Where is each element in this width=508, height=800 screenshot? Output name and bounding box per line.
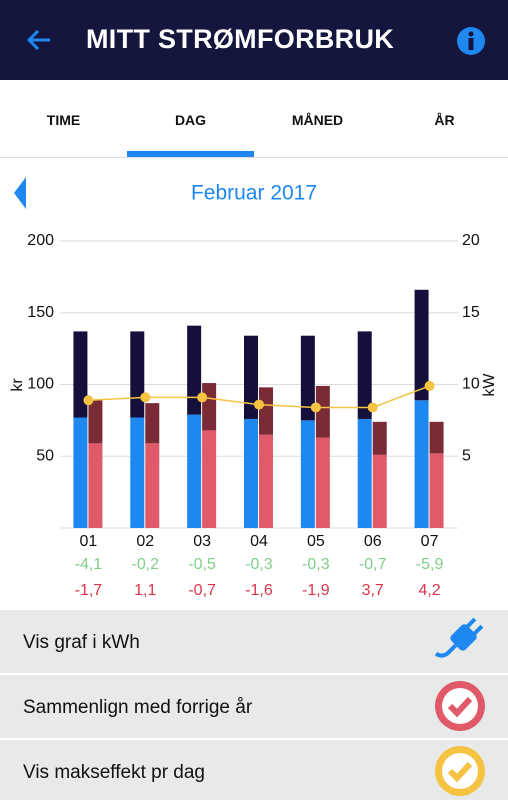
line-point [424,380,435,391]
bar-segment [259,387,273,435]
bar-segment [130,331,145,418]
app-title: MITT STRØMFORBRUK [86,24,395,54]
y-tick-label: 50 [36,447,54,464]
line-point [367,402,378,413]
tab-bar: TIME DAG MÅNED ÅR [0,80,508,158]
bar-segment [145,443,160,528]
bar-segment [429,453,444,528]
value-row-label: -0,2 [131,556,159,573]
bar-segment [414,400,429,528]
back-button[interactable] [24,26,54,56]
x-tick-label: 06 [364,533,382,550]
bar-segment [357,418,372,528]
bar-segment [187,414,202,528]
option-row[interactable]: Vis makseffekt pr dag [0,740,508,800]
bar-segment [130,417,145,528]
value-row-label: 4,2 [418,582,440,599]
line-point [310,402,321,413]
bar-segment [315,385,330,438]
value-row-label: -5,9 [416,556,444,573]
line-point [83,395,94,406]
bar-segment [244,335,258,419]
x-tick-label: 03 [193,533,211,550]
option-row[interactable]: Vis graf i kWh [0,610,508,673]
info-button[interactable] [456,26,486,56]
option-icon[interactable] [432,678,488,734]
x-tick-label: 01 [80,533,98,550]
chart: Februar 2017 50 100 150 200 5 10 15 20 kr kW 01 -4,… [9,177,498,599]
tab[interactable]: DAG [127,80,254,157]
line-point [140,392,151,403]
line-point [254,399,264,410]
value-row-label: -1,9 [302,582,330,599]
value-row-label: -0,3 [245,556,273,573]
y-tick-label: 100 [27,376,54,393]
period-label: Februar 2017 [191,182,317,205]
bar-segment [259,434,273,528]
value-row-label: -1,6 [245,582,273,599]
bar-segment [414,289,429,401]
tab[interactable]: TIME [46,112,81,128]
bar-segment [429,421,444,454]
value-row-label: -0,7 [359,556,387,573]
tab[interactable]: MÅNED [291,112,344,128]
bar-segment [315,437,330,528]
line-point [197,392,208,403]
y2-tick-label: 15 [462,304,480,321]
y-tick-label: 150 [27,304,54,321]
bar-segment [187,325,202,415]
bar-segment [202,430,217,528]
bar-segment [244,418,258,528]
option-icon[interactable] [432,613,488,669]
bar-segment [73,417,88,528]
option-label: Vis makseffekt pr dag [23,762,206,783]
bar-segment [73,331,88,418]
value-row-label: -0,5 [188,556,216,573]
value-row-label: 1,1 [134,582,156,599]
bar-segment [88,400,103,444]
y2-tick-label: 10 [462,376,480,393]
bar-segment [88,443,103,528]
y2-tick-label: 5 [462,447,471,464]
bar-segment [357,331,372,419]
x-tick-label: 02 [136,533,154,550]
value-row-label: 3,7 [362,582,384,599]
bar-segment [300,420,315,528]
option-label: Sammenlign med forrige år [23,697,253,718]
app-bar: MITT STRØMFORBRUK [0,0,508,80]
bar-segment [300,335,315,421]
x-tick-label: 04 [250,533,268,550]
value-row-label: -1,7 [75,582,103,599]
bar-segment [372,454,387,528]
value-row-label: -0,7 [188,582,216,599]
bar-segment [145,403,160,444]
y-axis-label: kr [9,378,26,392]
option-icon[interactable] [432,743,488,799]
tab[interactable]: ÅR [434,112,455,128]
option-label: Vis graf i kWh [23,632,140,653]
value-row-label: -0,3 [302,556,330,573]
option-row[interactable]: Sammenlign med forrige år [0,675,508,738]
y-tick-label: 200 [27,232,54,249]
y2-tick-label: 20 [462,232,480,249]
x-tick-label: 05 [307,533,325,550]
y2-axis-label: kW [481,373,498,397]
bar-segment [372,421,387,455]
x-tick-label: 07 [421,533,439,550]
prev-period[interactable] [14,177,26,209]
value-row-label: -4,1 [75,556,103,573]
bar-segment [202,383,217,431]
